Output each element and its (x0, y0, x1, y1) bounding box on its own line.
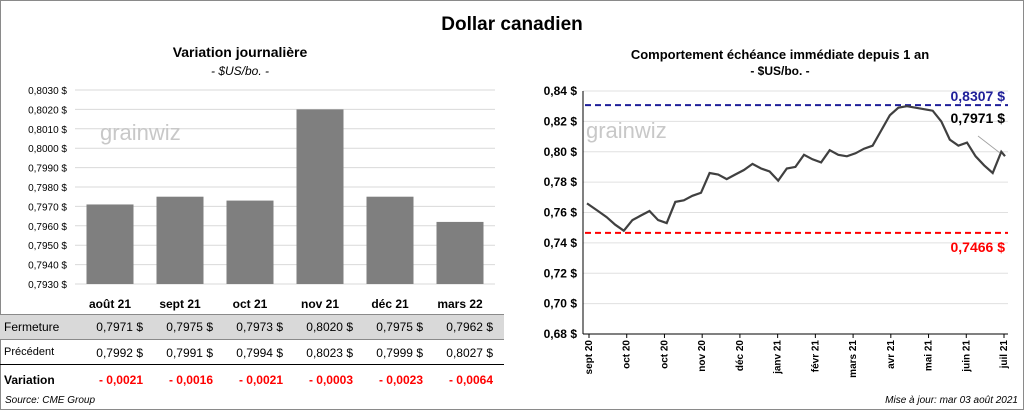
low-value-label: 0,7466 $ (951, 239, 1006, 255)
bar-y-tick: 0,7960 $ (28, 222, 67, 233)
table-cell: 0,7973 $ (236, 320, 283, 334)
line-x-tick: mars 21 (848, 340, 859, 378)
line-watermark: grainwiz (586, 118, 667, 143)
table-cell: 0,7975 $ (166, 320, 213, 334)
bar-x-label: oct 21 (233, 297, 268, 311)
bar (86, 204, 134, 284)
bar-y-tick: 0,7990 $ (28, 164, 67, 175)
line-x-tick: oct 20 (659, 340, 670, 369)
table-cell: 0,8020 $ (306, 320, 353, 334)
table-cell: 0,7992 $ (96, 346, 143, 360)
source-note: Source: CME Group (5, 395, 96, 406)
line-x-tick: juil 21 (999, 340, 1010, 370)
bar-y-tick: 0,8010 $ (28, 125, 67, 136)
table-cell: 0,7999 $ (376, 346, 423, 360)
line-y-tick: 0,84 $ (544, 84, 578, 98)
bar (226, 200, 274, 284)
right-chart-subtitle: - $US/bo. - (750, 64, 810, 78)
table-cell: 0,8023 $ (306, 346, 353, 360)
table-cell: - 0,0023 (378, 373, 423, 387)
left-chart-subtitle: - $US/bo. - (210, 64, 270, 78)
table-cell: 0,7962 $ (446, 320, 493, 334)
line-y-tick: 0,72 $ (544, 266, 578, 280)
bar-y-tick: 0,7970 $ (28, 202, 67, 213)
line-y-tick: 0,68 $ (544, 327, 578, 341)
line-x-tick: janv 21 (773, 340, 784, 375)
bar-y-tick: 0,7940 $ (28, 261, 67, 272)
bar-x-label: mars 22 (437, 297, 483, 311)
line-y-tick: 0,74 $ (544, 236, 578, 250)
bar (296, 109, 344, 285)
bar-watermark: grainwiz (100, 120, 181, 145)
bar-x-label: déc 21 (371, 297, 409, 311)
bar (366, 196, 414, 284)
bar-y-tick: 0,8000 $ (28, 144, 67, 155)
bar (436, 221, 484, 284)
table-cell: - 0,0021 (98, 373, 143, 387)
table-cell: - 0,0016 (168, 373, 213, 387)
line-x-tick: oct 20 (622, 340, 633, 369)
line-x-tick: nov 20 (697, 340, 708, 372)
line-y-tick: 0,78 $ (544, 175, 578, 189)
line-y-tick: 0,70 $ (544, 297, 578, 311)
page-title: Dollar canadien (441, 14, 583, 35)
bar-y-tick: 0,8020 $ (28, 105, 67, 116)
table-divider (0, 364, 504, 365)
last-callout-line (977, 135, 1001, 154)
last-value-label: 0,7971 $ (951, 110, 1006, 126)
bar (156, 196, 204, 284)
table-cell: - 0,0021 (238, 373, 283, 387)
table-cell: - 0,0003 (308, 373, 353, 387)
line-y-tick: 0,80 $ (544, 145, 578, 159)
fermeture-row-bg (0, 314, 504, 340)
fermeture-label: Fermeture (4, 320, 60, 334)
bar-y-tick: 0,7950 $ (28, 241, 67, 252)
table-cell: 0,7975 $ (376, 320, 423, 334)
high-value-label: 0,8307 $ (951, 88, 1006, 104)
table-cell: - 0,0064 (448, 373, 493, 387)
left-chart-title: Variation journalière (172, 44, 308, 60)
table-cell: 0,8027 $ (446, 346, 493, 360)
bar-x-label: sept 21 (159, 297, 201, 311)
line-x-tick: mai 21 (924, 340, 935, 372)
bar-x-label: août 21 (89, 297, 131, 311)
bar-y-tick: 0,7930 $ (28, 280, 67, 291)
bar-x-label: nov 21 (301, 297, 339, 311)
variation-label: Variation (4, 373, 55, 387)
price-series-line (586, 105, 1006, 233)
table-cell: 0,7971 $ (96, 320, 143, 334)
line-x-tick: juin 21 (961, 340, 972, 373)
line-x-tick: avr 21 (886, 340, 897, 369)
line-x-tick: févr 21 (810, 340, 821, 373)
table-cell: 0,7991 $ (166, 346, 213, 360)
precedent-label: Précédent (4, 346, 55, 358)
line-x-tick: sept 20 (584, 340, 595, 375)
right-chart-title: Comportement échéance immédiate depuis 1… (630, 47, 930, 62)
bar-y-tick: 0,7980 $ (28, 183, 67, 194)
update-note: Mise à jour: mar 03 août 2021 (885, 395, 1018, 406)
table-cell: 0,7994 $ (236, 346, 283, 360)
line-y-tick: 0,76 $ (544, 206, 578, 220)
line-y-tick: 0,82 $ (544, 114, 578, 128)
line-x-tick: déc 20 (735, 340, 746, 372)
bar-y-tick: 0,8030 $ (28, 86, 67, 97)
